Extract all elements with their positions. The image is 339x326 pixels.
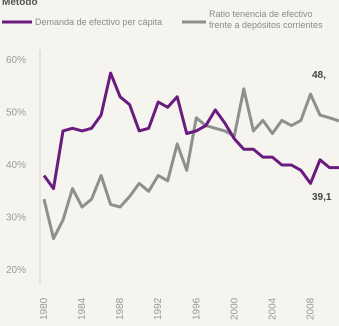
x-tick-label: 2008 (305, 297, 316, 320)
x-tick-label: 2000 (229, 297, 240, 320)
legend-label-ratio-line-1: Ratio tenencia de efectivo (209, 9, 313, 19)
annotations: 48, 39,1 (312, 70, 332, 203)
series-lines (42, 71, 339, 240)
x-tick-label: 1984 (77, 297, 88, 320)
legend-label-per-capita: Demanda de efectivo per cápita (35, 17, 162, 27)
legend-label-ratio-line-2: frente a depósitos corrientes (209, 20, 323, 30)
y-tick-label: 50% (6, 108, 26, 119)
x-axis-ticks: 198019841988199219962000200420082012 (39, 297, 316, 320)
series-line-ratio (42, 87, 339, 240)
series-line-per-capita (42, 71, 339, 191)
x-tick-label: 1992 (153, 297, 164, 320)
legend-label-ratio: Ratio tenencia de efectivo frente a depó… (209, 9, 323, 30)
annotation-per-capita: 39,1 (312, 192, 332, 203)
y-tick-label: 30% (6, 213, 26, 224)
y-tick-label: 20% (6, 265, 26, 276)
y-axis-ticks: 60% 50% 40% 30% 20% (6, 55, 26, 276)
x-tick-label: 2004 (267, 297, 278, 320)
y-tick-label: 40% (6, 160, 26, 171)
x-tick-label: 1980 (39, 297, 50, 320)
x-tick-label: 1996 (191, 297, 202, 320)
chart-title: Método (2, 0, 38, 8)
legend: Demanda de efectivo per cápita Ratio ten… (2, 9, 323, 30)
annotation-ratio: 48, (312, 70, 326, 81)
x-tick-label: 1988 (115, 297, 126, 320)
y-tick-label: 60% (6, 55, 26, 66)
